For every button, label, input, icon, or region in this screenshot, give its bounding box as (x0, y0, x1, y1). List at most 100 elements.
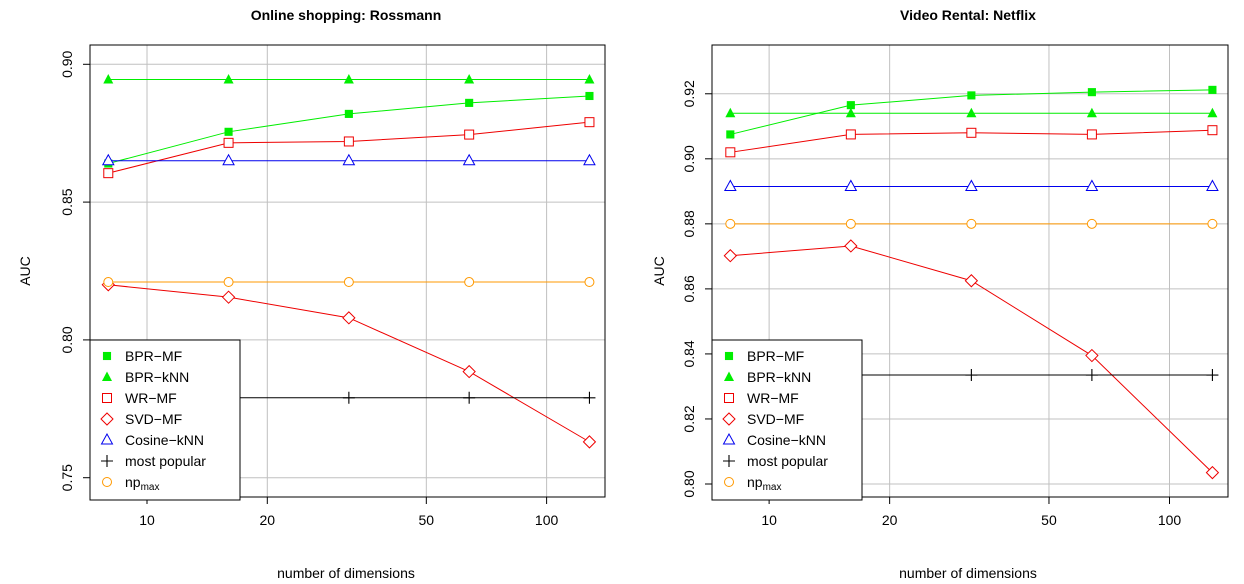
legend-marker (723, 455, 735, 467)
data-point (965, 369, 978, 382)
x-tick-label: 100 (1158, 512, 1182, 528)
legend-label-text: BPR−kNN (125, 369, 189, 385)
y-tick-label: 0.86 (681, 275, 697, 302)
data-point (465, 98, 474, 107)
series-2 (103, 117, 595, 179)
data-point (1085, 348, 1099, 363)
data-point (845, 218, 856, 229)
legend-label: SVD−MF (747, 411, 804, 427)
x-axis-label: number of dimensions (899, 565, 1037, 581)
series-1 (725, 107, 1218, 118)
legend-label-text: Cosine−kNN (125, 432, 204, 448)
y-tick-label: 0.88 (681, 210, 697, 237)
plot-frame (711, 44, 1229, 498)
legend-marker (102, 351, 112, 361)
data-point (103, 168, 114, 179)
data-point (725, 147, 736, 158)
data-point (1085, 369, 1098, 382)
series-4 (101, 153, 596, 166)
x-axis-label: number of dimensions (277, 565, 415, 581)
data-point (344, 109, 353, 118)
data-point (223, 137, 234, 148)
data-point (584, 73, 595, 84)
data-point (464, 129, 475, 140)
data-point (224, 127, 233, 136)
data-point (964, 274, 979, 288)
y-tick-label: 0.75 (59, 464, 75, 491)
legend-marker (722, 412, 736, 426)
legend-label: BPR−kNN (747, 369, 811, 385)
data-point (582, 435, 597, 449)
series-1 (103, 73, 595, 84)
legend-label: BPR−MF (747, 348, 804, 364)
legend-marker (722, 432, 736, 445)
chart-title: Online shopping: Rossmann (251, 7, 442, 23)
data-point (723, 249, 738, 263)
legend: BPR−MF BPR−kNN WR−MF SVD−MF Cosine−kNN most p… (711, 339, 863, 501)
data-point (583, 153, 596, 166)
y-axis: 0.75 0.80 0.85 0.90 (59, 50, 90, 491)
y-axis-label: AUC (17, 256, 33, 286)
legend-box (711, 339, 863, 501)
data-point (101, 153, 115, 166)
data-point (462, 364, 476, 379)
legend: BPR−MF BPR−kNN WR−MF SVD−MF Cosine−kNN most p… (89, 339, 241, 501)
legend-marker (102, 477, 112, 487)
legend-label: most popular (125, 453, 206, 469)
legend-marker (724, 393, 734, 403)
legend-label: Cosine−kNN (125, 432, 204, 448)
data-point (726, 130, 735, 139)
legend-label-text: SVD−MF (747, 411, 804, 427)
y-tick-label: 0.84 (681, 340, 697, 367)
data-point (462, 153, 476, 166)
legend-label-text: Cosine−kNN (747, 432, 826, 448)
data-point (1086, 129, 1097, 140)
legend-label-text: WR−MF (125, 390, 177, 406)
x-tick-label: 50 (1041, 512, 1057, 528)
legend-label-text: BPR−MF (125, 348, 182, 364)
legend-label: WR−MF (125, 390, 177, 406)
x-tick-label: 20 (260, 512, 276, 528)
y-tick-label: 0.80 (59, 326, 75, 353)
data-point (342, 153, 356, 166)
legend-label-text: np (125, 474, 141, 490)
legend-label: SVD−MF (125, 411, 182, 427)
x-tick-label: 10 (139, 512, 155, 528)
data-point (965, 179, 978, 191)
legend-label-text: BPR−kNN (747, 369, 811, 385)
data-point (966, 218, 977, 229)
legend-label-text: WR−MF (747, 390, 799, 406)
data-point (1206, 369, 1219, 382)
data-point (1207, 218, 1218, 229)
x-axis: 10 20 50 100 (761, 497, 1181, 528)
data-point (585, 91, 594, 101)
data-point (343, 73, 354, 84)
data-point (223, 277, 234, 288)
data-point (725, 218, 736, 229)
series-4 (723, 179, 1219, 191)
data-point (464, 277, 475, 288)
data-point (103, 277, 114, 288)
data-point (584, 117, 595, 128)
data-point (967, 91, 976, 100)
data-point (584, 277, 595, 288)
data-point (342, 391, 355, 404)
legend-label-text: np (747, 474, 763, 490)
data-point (103, 73, 114, 84)
legend-marker (101, 455, 113, 467)
y-tick-label: 0.92 (681, 80, 697, 107)
y-tick-label: 0.90 (681, 145, 697, 172)
x-axis: 10 20 50 100 (139, 497, 559, 528)
legend-label: npmax (747, 474, 781, 493)
series-3 (723, 239, 1220, 480)
x-tick-label: 10 (761, 512, 777, 528)
legend-marker (102, 393, 112, 403)
data-point (1207, 107, 1218, 118)
y-tick-label: 0.85 (59, 188, 75, 215)
legend-label-subscript: max (141, 482, 160, 493)
data-point (844, 179, 858, 191)
data-point (845, 129, 856, 140)
legend-label: most popular (747, 453, 828, 469)
